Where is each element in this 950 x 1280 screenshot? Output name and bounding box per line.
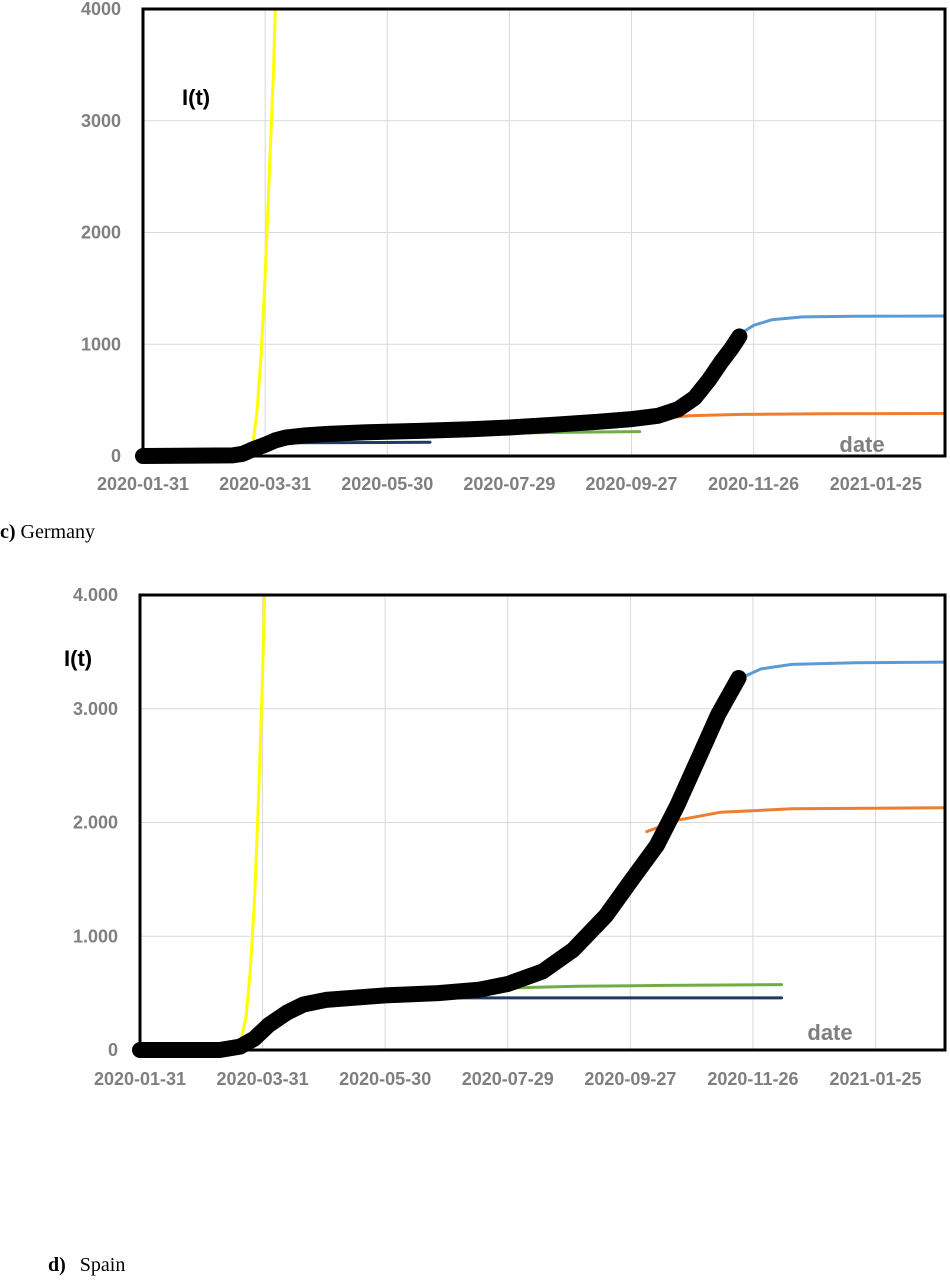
x-tick-label: 2020-01-31 xyxy=(94,1069,186,1089)
x-tick-label: 2020-07-29 xyxy=(463,474,555,494)
chart-germany: 0 1000 2000 3000 4000 2020-01-31 2020-03-31 202… xyxy=(81,0,947,494)
y-tick-label: 3.000 xyxy=(73,699,118,719)
x-tick-label: 2020-03-31 xyxy=(217,1069,309,1089)
y-tick-label: 1.000 xyxy=(73,926,118,946)
caption-letter: d) xyxy=(48,1254,66,1276)
y-tick-label: 0 xyxy=(111,446,121,466)
caption-spain: d) Spain xyxy=(48,1254,125,1277)
chart-spain: 0 1.000 2.000 3.000 4.000 2020-01-31 2020-03-3… xyxy=(64,585,947,1089)
y-tick-label: 4000 xyxy=(81,0,121,19)
x-tick-label: 2020-11-26 xyxy=(708,474,799,494)
plot-frame xyxy=(141,7,947,458)
x-tick-label: 2020-09-27 xyxy=(585,474,677,494)
series-line xyxy=(739,660,947,680)
y-tick-label: 1000 xyxy=(81,334,121,354)
x-tick-label: 2020-01-31 xyxy=(97,474,189,494)
x-tick-label: 2020-05-30 xyxy=(339,1069,431,1089)
y-tick-label: 2000 xyxy=(81,223,121,243)
x-axis-label: date xyxy=(807,1020,852,1045)
y-axis-label: I(t) xyxy=(64,646,92,671)
x-tick-label: 2021-01-25 xyxy=(829,1069,921,1089)
series-line xyxy=(664,412,947,420)
series-line xyxy=(645,806,947,834)
series-line xyxy=(135,328,748,464)
series-line xyxy=(251,7,277,447)
y-tick-label: 4.000 xyxy=(73,585,118,605)
y-axis-label: I(t) xyxy=(182,85,210,110)
y-tick-label: 2.000 xyxy=(73,813,118,833)
x-tick-label: 2020-03-31 xyxy=(219,474,311,494)
x-tick-label: 2020-11-26 xyxy=(707,1069,798,1089)
caption-germany: c) Germany xyxy=(0,521,95,544)
caption-letter: c) xyxy=(0,521,16,543)
series-line xyxy=(132,670,747,1058)
caption-country: Spain xyxy=(79,1254,126,1276)
x-tick-label: 2020-07-29 xyxy=(462,1069,554,1089)
x-tick-label: 2020-05-30 xyxy=(341,474,433,494)
series-line xyxy=(739,314,947,335)
series-line xyxy=(506,983,783,990)
y-tick-label: 0 xyxy=(108,1040,118,1060)
x-tick-label: 2020-09-27 xyxy=(584,1069,676,1089)
caption-country: Germany xyxy=(15,521,95,543)
plot-frame xyxy=(138,593,947,1052)
x-axis-label: date xyxy=(839,432,884,457)
series-line xyxy=(238,593,267,1046)
y-tick-label: 3000 xyxy=(81,111,121,131)
x-tick-label: 2021-01-25 xyxy=(830,474,922,494)
